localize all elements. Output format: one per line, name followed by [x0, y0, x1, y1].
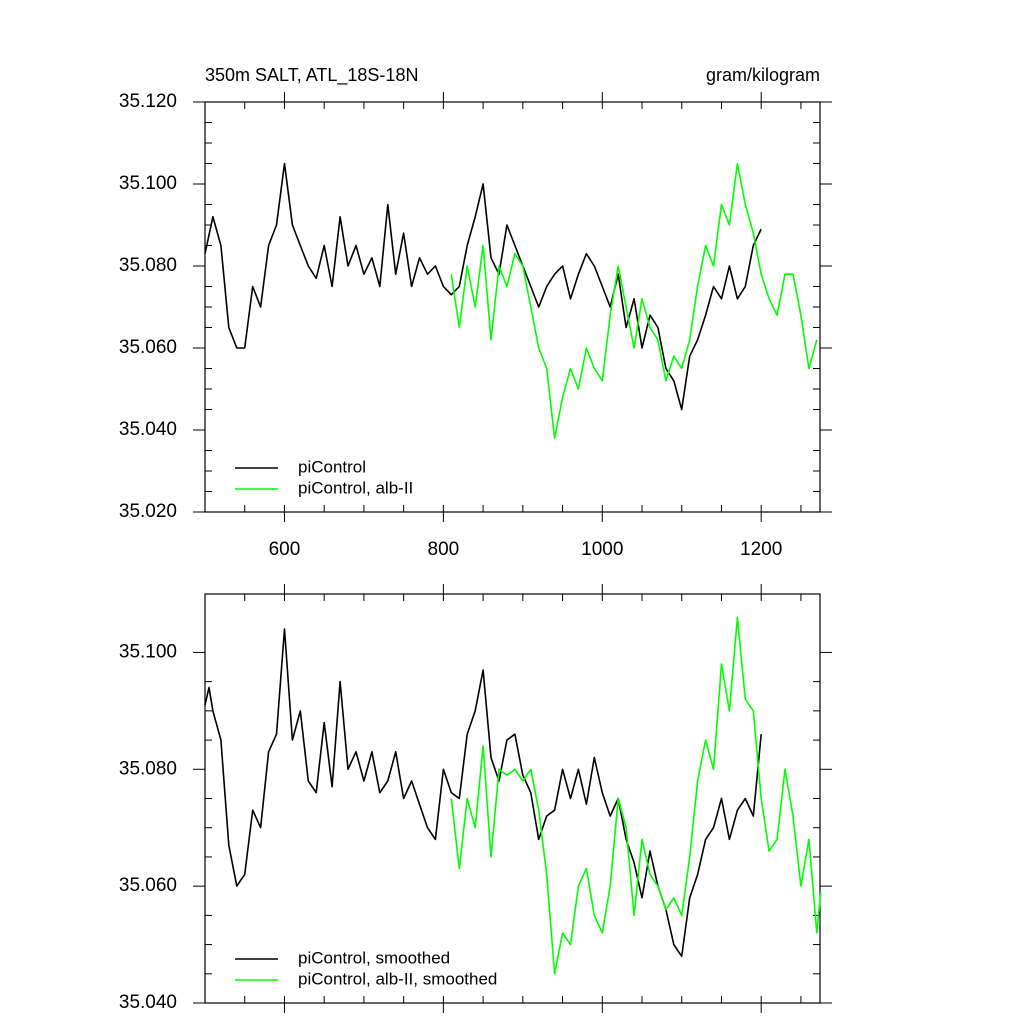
x-tick-label: 1000	[581, 539, 623, 560]
chart-title: 350m SALT, ATL_18S-18N	[205, 65, 418, 86]
y-tick-label: 35.060	[119, 875, 177, 896]
series-line	[204, 162, 762, 411]
legend-label: piControl	[298, 457, 366, 476]
y-tick-label: 35.060	[119, 337, 177, 358]
y-tick-label: 35.040	[119, 992, 177, 1013]
legend-label: piControl, smoothed	[298, 948, 450, 967]
y-tick-label: 35.120	[119, 91, 177, 112]
y-tick-label: 35.080	[119, 758, 177, 779]
legend-label: piControl, alb-II	[298, 478, 413, 497]
y-tick-label: 35.100	[119, 641, 177, 662]
y-tick-label: 35.040	[119, 419, 177, 440]
x-tick-label: 800	[428, 539, 460, 560]
y-tick-label: 35.080	[119, 255, 177, 276]
plot-frame	[204, 101, 821, 513]
x-tick-label: 600	[269, 539, 301, 560]
series-line	[204, 628, 762, 958]
series-line	[450, 162, 818, 439]
series-line	[450, 616, 822, 975]
y-tick-label: 35.100	[119, 173, 177, 194]
y-tick-label: 35.020	[119, 501, 177, 522]
x-tick-label: 1200	[740, 539, 782, 560]
units-label: gram/kilogram	[706, 65, 820, 85]
plot-frame	[204, 593, 821, 1004]
legend-label: piControl, alb-II, smoothed	[298, 969, 497, 988]
